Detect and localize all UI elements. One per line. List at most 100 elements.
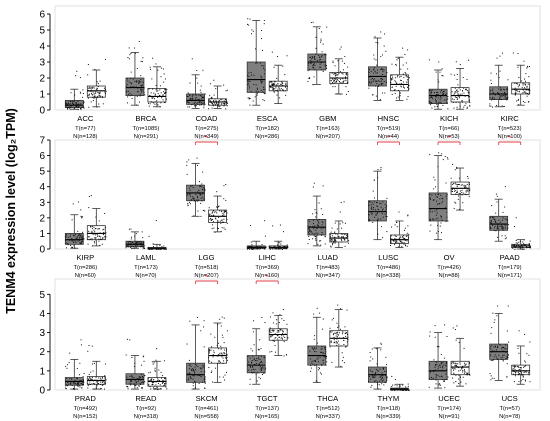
normal-point — [528, 354, 530, 356]
normal-point — [277, 244, 279, 246]
tumor-point — [73, 103, 75, 105]
normal-point — [222, 357, 224, 359]
tumor-points — [247, 316, 266, 385]
tumor-n-label: T(n=1085) — [132, 126, 159, 132]
normal-point — [152, 243, 154, 245]
normal-point — [466, 106, 468, 108]
normal-point — [208, 214, 210, 216]
tumor-point — [251, 369, 253, 371]
tumor-point — [199, 192, 201, 194]
normal-point — [398, 89, 400, 91]
normal-point — [331, 244, 333, 246]
normal-point — [390, 77, 392, 79]
tumor-point — [315, 216, 317, 218]
tumor-point — [82, 89, 84, 91]
normal-point — [460, 368, 462, 370]
normal-point — [524, 80, 526, 82]
normal-point — [405, 245, 407, 247]
normal-point — [226, 101, 228, 103]
normal-point — [100, 236, 102, 238]
tumor-n-label: T(n=173) — [134, 265, 158, 271]
normal-point — [94, 69, 96, 71]
tumor-point — [314, 361, 316, 363]
normal-point — [524, 366, 526, 368]
panel-1: 0123456ACCT(n=77)N(n=128)BRCAT(n=1085)N(… — [39, 5, 541, 140]
normal-point — [512, 52, 514, 54]
tumor-point — [317, 225, 319, 227]
tumor-point — [492, 92, 494, 94]
tumor-point — [189, 106, 191, 108]
tumor-point — [376, 202, 378, 204]
normal-point — [403, 86, 405, 88]
normal-point — [221, 334, 223, 336]
normal-point — [518, 90, 520, 92]
normal-point — [525, 89, 527, 91]
normal-point — [467, 366, 469, 368]
tumor-point — [133, 243, 135, 245]
tumor-point — [195, 100, 197, 102]
tumor-point — [489, 94, 491, 96]
tumor-point — [262, 372, 264, 374]
normal-point — [345, 346, 347, 348]
tumor-point — [318, 366, 320, 368]
tumor-point — [494, 220, 496, 222]
tumor-point — [76, 377, 78, 379]
tumor-point — [189, 195, 191, 197]
normal-point — [404, 238, 406, 240]
normal-point — [458, 374, 460, 376]
normal-point — [224, 379, 226, 381]
tumor-point — [138, 377, 140, 379]
tumor-point — [506, 219, 508, 221]
normal-point — [157, 104, 159, 106]
tumor-point — [251, 33, 253, 35]
normal-point — [285, 248, 287, 250]
tumor-point — [385, 364, 387, 366]
normal-point — [98, 235, 100, 237]
tumor-point — [447, 98, 449, 100]
tumor-point — [129, 382, 131, 384]
normal-point — [222, 353, 224, 355]
tumor-point — [382, 237, 384, 239]
normal-point — [456, 185, 458, 187]
normal-point — [333, 239, 335, 241]
normal-point — [163, 360, 165, 362]
normal-point — [152, 382, 154, 384]
normal-point — [283, 341, 285, 343]
normal-point — [163, 384, 165, 386]
tumor-point — [316, 347, 318, 349]
normal-point — [455, 363, 457, 365]
tumor-point — [432, 218, 434, 220]
tumor-point — [69, 108, 71, 110]
normal-n-label: N(n=152) — [73, 414, 97, 420]
tumor-point — [201, 98, 203, 100]
normal-point — [159, 89, 161, 91]
tumor-point — [310, 231, 312, 233]
tumor-point — [499, 225, 501, 227]
normal-point — [453, 208, 455, 210]
tumor-point — [192, 198, 194, 200]
tumor-point — [445, 373, 447, 375]
normal-point — [517, 370, 519, 372]
tumor-box — [246, 355, 266, 374]
normal-point — [269, 81, 271, 83]
tumor-point — [502, 350, 504, 352]
tumor-point — [132, 383, 134, 385]
tumor-n-label: T(n=519) — [377, 126, 401, 132]
tumor-point — [440, 97, 442, 99]
tumor-point — [444, 207, 446, 209]
tumor-point — [324, 346, 326, 348]
tumor-point — [490, 221, 492, 223]
tumor-point — [374, 372, 376, 374]
tumor-point — [314, 359, 316, 361]
tumor-point — [324, 349, 326, 351]
normal-point — [342, 235, 344, 237]
normal-point — [275, 87, 277, 89]
normal-point — [340, 233, 342, 235]
normal-point — [464, 88, 466, 90]
normal-point — [455, 183, 457, 185]
y-tick-label: 1 — [39, 90, 45, 101]
normal-point — [281, 329, 283, 331]
tumor-point — [201, 200, 203, 202]
tumor-point — [130, 86, 132, 88]
tumor-point — [263, 100, 265, 102]
